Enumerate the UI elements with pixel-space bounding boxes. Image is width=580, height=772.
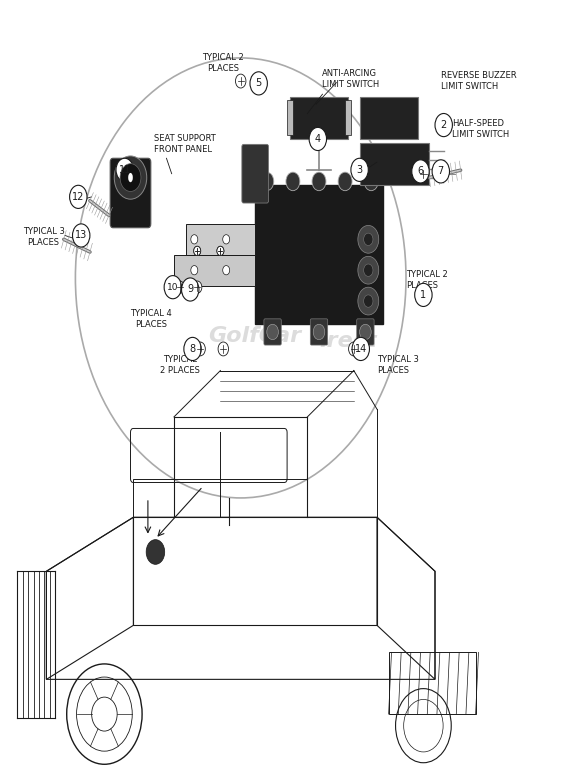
Circle shape: [235, 74, 246, 88]
Circle shape: [194, 246, 201, 256]
Circle shape: [260, 172, 274, 191]
Circle shape: [175, 281, 184, 293]
FancyBboxPatch shape: [360, 96, 418, 139]
FancyBboxPatch shape: [290, 96, 348, 139]
Text: HALF-SPEED
LIMIT SWITCH: HALF-SPEED LIMIT SWITCH: [452, 119, 510, 139]
Circle shape: [418, 167, 429, 181]
FancyBboxPatch shape: [310, 319, 328, 345]
FancyBboxPatch shape: [264, 319, 281, 345]
Circle shape: [364, 295, 373, 307]
Text: 12: 12: [72, 192, 85, 201]
Circle shape: [191, 266, 198, 275]
Text: irect: irect: [319, 331, 377, 351]
Circle shape: [358, 287, 379, 315]
Polygon shape: [186, 224, 255, 255]
Circle shape: [286, 172, 300, 191]
Circle shape: [164, 276, 182, 299]
Circle shape: [184, 337, 201, 361]
Circle shape: [338, 172, 352, 191]
Circle shape: [70, 185, 87, 208]
Circle shape: [351, 158, 368, 181]
Text: 5: 5: [256, 79, 262, 88]
Circle shape: [194, 246, 201, 256]
Text: 4: 4: [315, 134, 321, 144]
Text: GolfCar: GolfCar: [209, 326, 302, 346]
Circle shape: [120, 164, 141, 191]
Text: 8: 8: [190, 344, 195, 354]
Circle shape: [223, 266, 230, 275]
Circle shape: [146, 540, 165, 564]
Text: ANTI-ARCING
LIMIT SWITCH: ANTI-ARCING LIMIT SWITCH: [322, 69, 379, 89]
Circle shape: [195, 342, 205, 356]
FancyBboxPatch shape: [255, 185, 383, 324]
Text: 6: 6: [418, 167, 423, 176]
FancyBboxPatch shape: [357, 319, 374, 345]
Text: 13: 13: [75, 231, 88, 240]
Circle shape: [364, 172, 378, 191]
Circle shape: [358, 225, 379, 253]
Text: 2: 2: [441, 120, 447, 130]
Circle shape: [72, 224, 90, 247]
Text: 1: 1: [420, 290, 426, 300]
Circle shape: [182, 278, 199, 301]
Text: 3: 3: [357, 165, 362, 174]
Circle shape: [312, 172, 326, 191]
Text: 7: 7: [438, 167, 444, 176]
Text: 10: 10: [167, 283, 179, 292]
Circle shape: [193, 281, 202, 293]
Circle shape: [267, 324, 278, 340]
Polygon shape: [174, 255, 255, 286]
Text: TYPICAL 3
PLACES: TYPICAL 3 PLACES: [23, 227, 64, 247]
Text: TYPICAL 2
PLACES: TYPICAL 2 PLACES: [202, 53, 244, 73]
Circle shape: [352, 337, 369, 361]
Circle shape: [358, 256, 379, 284]
FancyBboxPatch shape: [345, 100, 351, 135]
Text: TYPICAL 3
PLACES: TYPICAL 3 PLACES: [377, 355, 419, 375]
FancyBboxPatch shape: [242, 144, 269, 203]
Circle shape: [218, 342, 229, 356]
Circle shape: [435, 113, 452, 137]
Text: TYPICAL
2 PLACES: TYPICAL 2 PLACES: [160, 355, 200, 375]
Circle shape: [217, 246, 224, 256]
FancyBboxPatch shape: [360, 143, 429, 185]
Circle shape: [191, 235, 198, 244]
Circle shape: [415, 283, 432, 306]
Circle shape: [217, 246, 224, 256]
Text: 14: 14: [354, 344, 367, 354]
Text: 11: 11: [118, 165, 131, 174]
Text: SEAT SUPPORT
FRONT PANEL: SEAT SUPPORT FRONT PANEL: [154, 134, 215, 154]
Circle shape: [223, 235, 230, 244]
Text: 9: 9: [187, 285, 193, 294]
Circle shape: [309, 127, 327, 151]
Circle shape: [360, 324, 371, 340]
Circle shape: [432, 160, 450, 183]
Circle shape: [412, 160, 429, 183]
Text: TYPICAL 2
PLACES: TYPICAL 2 PLACES: [406, 270, 448, 290]
FancyBboxPatch shape: [110, 158, 151, 228]
FancyBboxPatch shape: [287, 100, 293, 135]
Circle shape: [114, 156, 147, 199]
Circle shape: [364, 264, 373, 276]
Ellipse shape: [128, 173, 133, 182]
Circle shape: [349, 342, 359, 356]
Circle shape: [250, 72, 267, 95]
Circle shape: [364, 233, 373, 245]
Text: TYPICAL 4
PLACES: TYPICAL 4 PLACES: [130, 309, 172, 329]
Circle shape: [313, 324, 325, 340]
Text: REVERSE BUZZER
LIMIT SWITCH: REVERSE BUZZER LIMIT SWITCH: [441, 71, 516, 91]
Circle shape: [116, 158, 133, 181]
